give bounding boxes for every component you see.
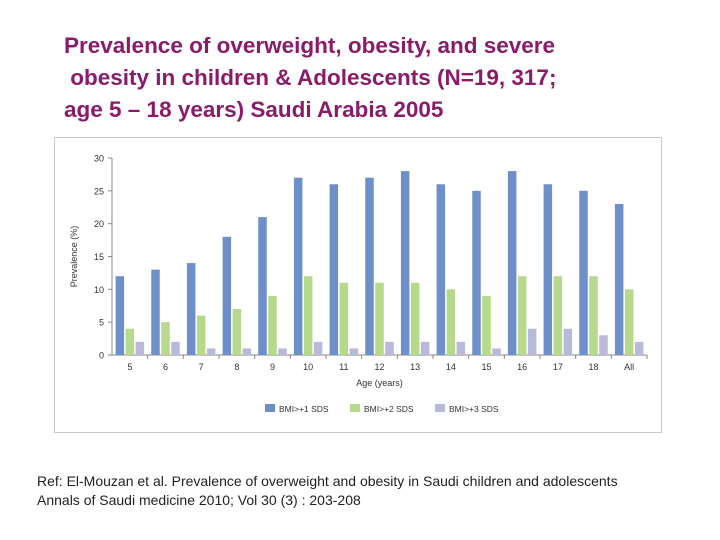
- prevalence-chart: 0 5 10 15 20 25 30 Prevalence (%) 5 6 7 8 9 10 11 12 13 1…: [54, 137, 662, 433]
- bar-bmi-1-sds-12: [365, 177, 374, 355]
- bar-bmi-1-sds-8: [222, 236, 232, 355]
- y-tick-label: 20: [94, 219, 104, 229]
- bar-bmi-2-sds-10: [303, 276, 313, 355]
- bar-bmi-2-sds-5: [125, 328, 135, 355]
- title-line-1: Prevalence of overweight, obesity, and s…: [64, 33, 556, 58]
- legend-swatch: [350, 404, 360, 412]
- bar-bmi-2-sds-12: [375, 282, 384, 355]
- bar-bmi-1-sds-14: [436, 184, 446, 355]
- bar-bmi-3-sds-10: [313, 341, 323, 355]
- bar-bmi-2-sds-16: [517, 276, 527, 355]
- y-tick-label: 25: [94, 186, 104, 196]
- bar-bmi-2-sds-15: [482, 295, 491, 355]
- x-tick-label: 12: [374, 362, 384, 372]
- bar-bmi-3-sds-15: [492, 348, 501, 355]
- y-tick-label: 0: [99, 351, 104, 361]
- x-tick-label: 13: [410, 362, 420, 372]
- y-tick-label: 10: [94, 285, 104, 295]
- reference-line-2: Annals of Saudi medicine 2010; Vol 30 (3…: [37, 492, 361, 508]
- x-tick-label: 14: [446, 362, 456, 372]
- x-tick-label: 18: [588, 362, 598, 372]
- bar-bmi-2-sds-9: [268, 295, 277, 355]
- legend-swatch: [265, 404, 275, 412]
- chart-canvas: 0 5 10 15 20 25 30 Prevalence (%) 5 6 7 8 9 10 11 12 13 1…: [69, 154, 648, 414]
- bar-bmi-2-sds-8: [232, 309, 242, 355]
- slide-title: Prevalence of overweight, obesity, and s…: [64, 30, 704, 126]
- bar-bmi-3-sds-8: [242, 348, 252, 355]
- bar-bmi-1-sds-6: [151, 269, 160, 355]
- bar-bmi-2-sds-all: [624, 289, 634, 355]
- legend-label: BMI>+2 SDS: [364, 404, 414, 414]
- x-tick-label: 9: [270, 362, 275, 372]
- title-line-3: age 5 – 18 years) Saudi Arabia 2005: [64, 97, 444, 122]
- bar-bmi-1-sds-18: [579, 190, 588, 355]
- bar-bmi-1-sds-10: [293, 177, 303, 355]
- bar-bmi-3-sds-5: [135, 341, 145, 355]
- bar-bmi-3-sds-14: [456, 341, 466, 355]
- x-tick-label: 10: [303, 362, 313, 372]
- bar-bmi-1-sds-17: [543, 184, 553, 355]
- x-tick-label: 17: [553, 362, 563, 372]
- bar-bmi-2-sds-6: [161, 322, 170, 355]
- x-tick-label: 15: [481, 362, 491, 372]
- legend-label: BMI>+1 SDS: [279, 404, 329, 414]
- y-axis-label: Prevalence (%): [69, 226, 79, 288]
- bar-bmi-1-sds-7: [186, 263, 196, 355]
- bar-bmi-3-sds-9: [278, 348, 287, 355]
- bar-bmi-2-sds-13: [410, 282, 420, 355]
- y-tick-label: 5: [99, 318, 104, 328]
- bar-bmi-3-sds-18: [599, 335, 608, 355]
- legend-swatch: [435, 404, 445, 412]
- x-axis-label: Age (years): [356, 378, 403, 388]
- bar-bmi-1-sds-16: [507, 171, 517, 355]
- y-tick-label: 30: [94, 154, 104, 164]
- bar-bmi-1-sds-all: [614, 203, 624, 355]
- x-tick-label: 11: [339, 362, 348, 372]
- bar-bmi-2-sds-14: [446, 289, 456, 355]
- bar-bmi-2-sds-7: [196, 315, 206, 355]
- reference-line-1: Ref: El-Mouzan et al. Prevalence of over…: [37, 473, 618, 489]
- bar-bmi-2-sds-17: [553, 276, 563, 355]
- reference-citation: Ref: El-Mouzan et al. Prevalence of over…: [37, 472, 618, 510]
- bar-bmi-1-sds-9: [258, 217, 267, 355]
- x-tick-label: 6: [163, 362, 168, 372]
- bar-bmi-1-sds-13: [400, 171, 410, 355]
- bar-bmi-3-sds-all: [634, 341, 644, 355]
- bar-bmi-3-sds-17: [563, 328, 573, 355]
- bar-bmi-3-sds-12: [385, 341, 394, 355]
- bar-bmi-3-sds-16: [527, 328, 537, 355]
- bar-bmi-1-sds-15: [472, 190, 481, 355]
- bar-bmi-3-sds-13: [420, 341, 430, 355]
- bar-bmi-1-sds-11: [329, 184, 339, 355]
- bar-bmi-3-sds-7: [206, 348, 216, 355]
- x-tick-label: All: [624, 362, 634, 372]
- title-line-2: obesity in children & Adolescents (N=19,…: [64, 65, 557, 90]
- bar-bmi-2-sds-11: [339, 282, 349, 355]
- bar-bmi-1-sds-5: [115, 276, 125, 355]
- bar-bmi-2-sds-18: [589, 276, 598, 355]
- x-tick-label: 16: [517, 362, 527, 372]
- x-tick-label: 7: [199, 362, 204, 372]
- legend-label: BMI>+3 SDS: [449, 404, 499, 414]
- bar-bmi-3-sds-6: [171, 341, 180, 355]
- x-tick-label: 5: [127, 362, 132, 372]
- y-tick-label: 15: [94, 252, 104, 262]
- bar-bmi-3-sds-11: [349, 348, 359, 355]
- x-tick-label: 8: [234, 362, 239, 372]
